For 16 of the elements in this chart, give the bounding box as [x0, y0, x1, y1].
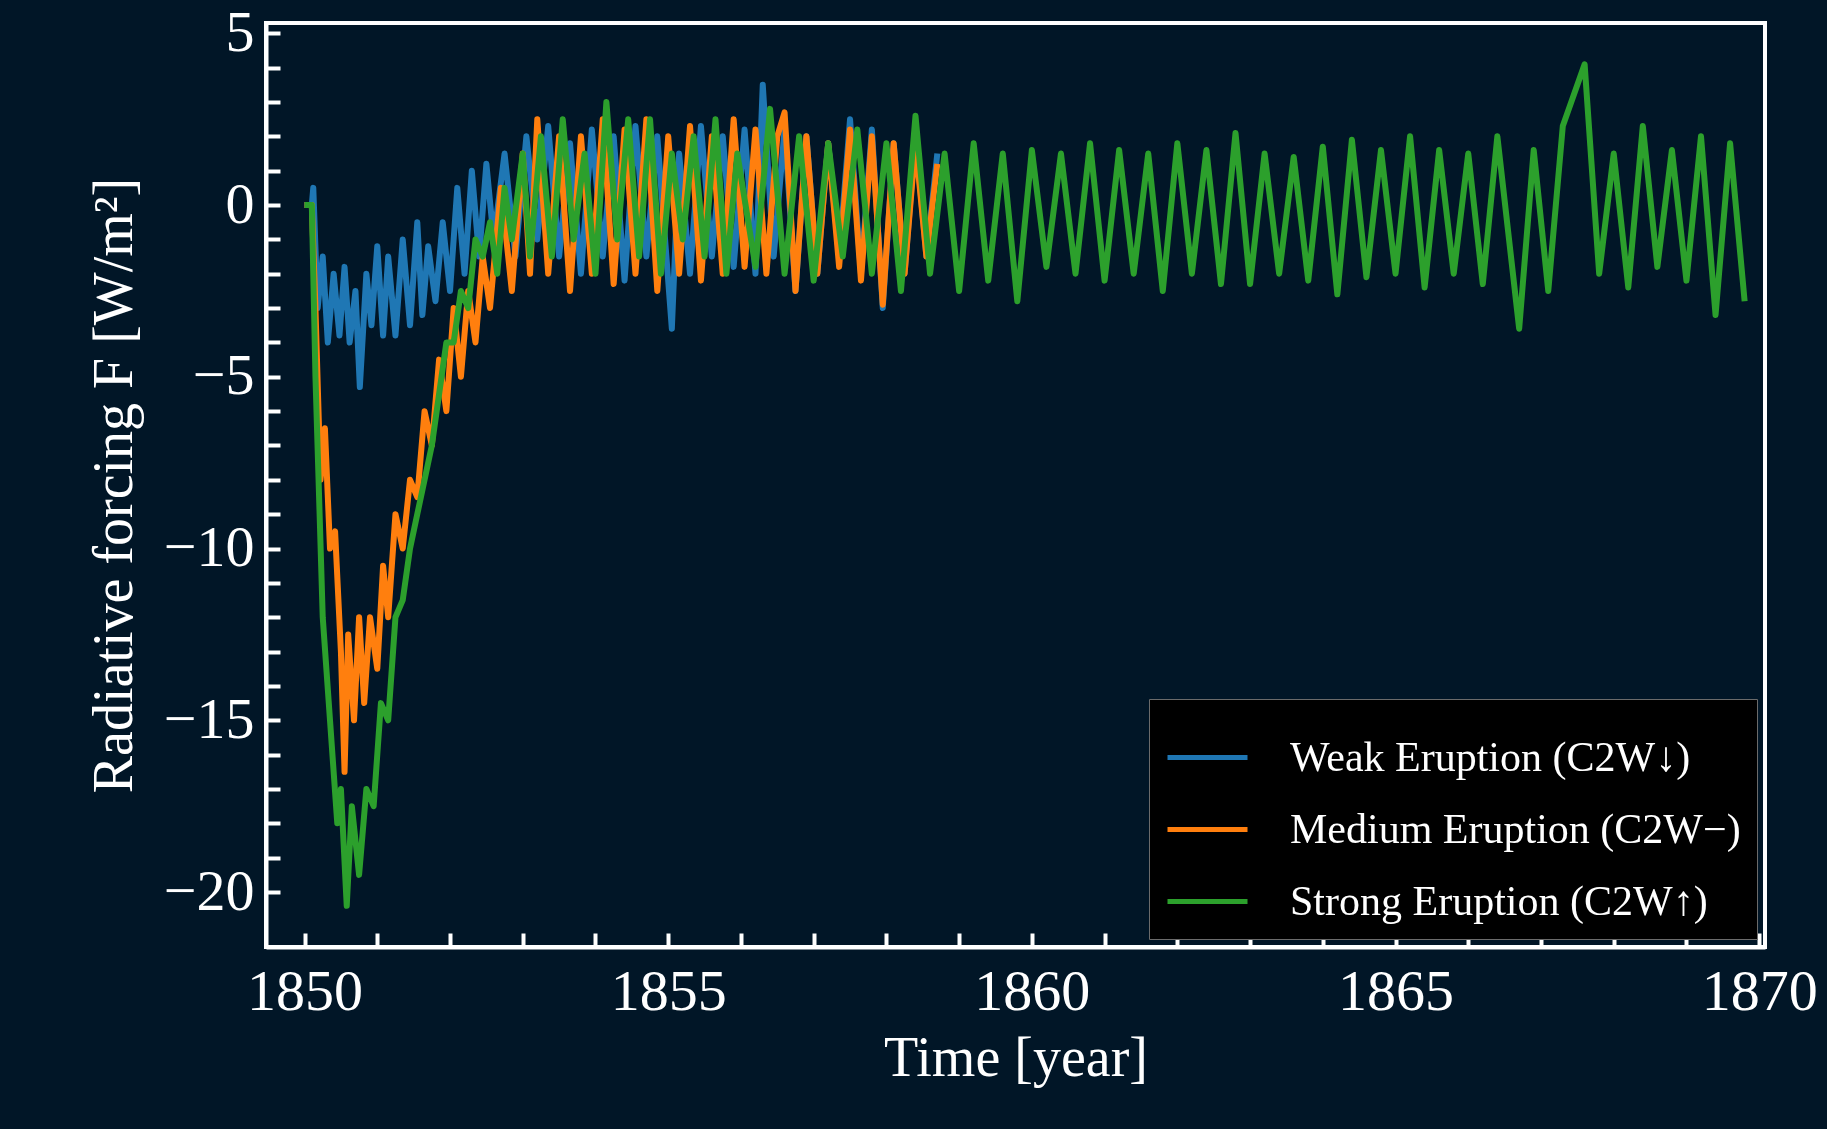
legend-label: Weak Eruption (C2W↓): [1290, 733, 1691, 781]
legend-label: Medium Eruption (C2W−): [1290, 805, 1741, 853]
y-axis-title: Radiative forcing F [W/m²]: [81, 177, 144, 794]
y-tick-label: 5: [225, 0, 255, 64]
y-tick-label: −10: [163, 514, 255, 580]
x-tick-label: 1865: [1338, 957, 1455, 1023]
x-tick-label: 1850: [247, 957, 364, 1023]
y-tick-label: 0: [225, 170, 255, 236]
x-tick-label: 1860: [974, 957, 1091, 1023]
legend-label: Strong Eruption (C2W↑): [1290, 877, 1708, 925]
x-tick-label: 1870: [1701, 957, 1818, 1023]
x-axis-title: Time [year]: [884, 1025, 1148, 1088]
x-tick-label: 1855: [610, 957, 727, 1023]
y-tick-label: −20: [163, 857, 255, 923]
y-tick-label: −15: [163, 685, 255, 751]
y-tick-label: −5: [192, 342, 255, 408]
